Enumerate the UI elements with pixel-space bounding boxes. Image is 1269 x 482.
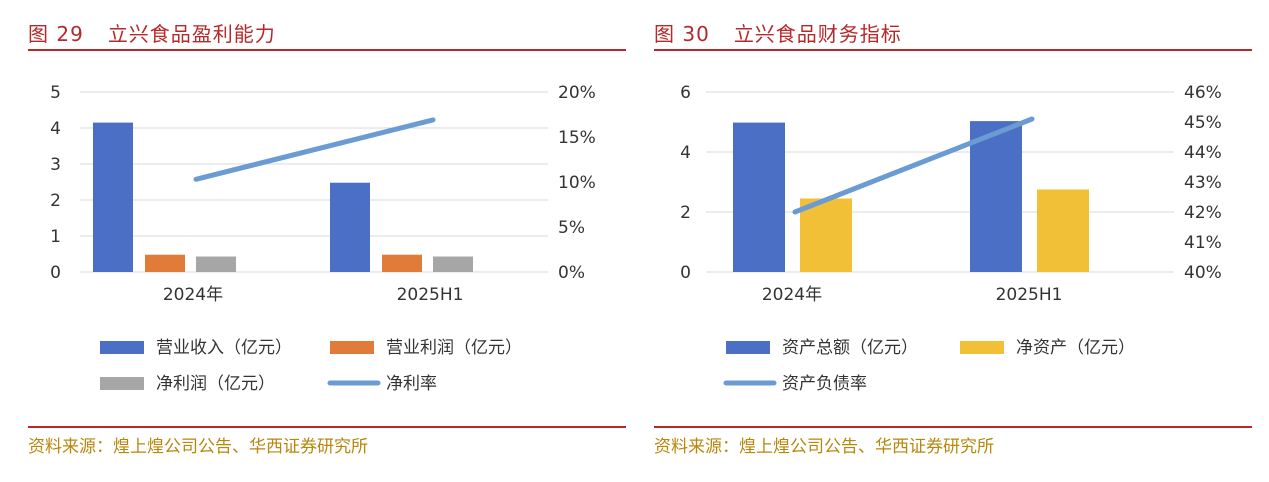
title-rule bbox=[654, 49, 1252, 51]
legend-label: 净利率 bbox=[386, 374, 437, 394]
y-left-tick-label: 4 bbox=[50, 119, 61, 139]
y-right-tick-label: 10% bbox=[558, 173, 596, 193]
y-right-tick-label: 42% bbox=[1184, 203, 1222, 223]
legend-label: 资产总额（亿元） bbox=[782, 338, 918, 358]
figure-caption: 立兴食品财务指标 bbox=[733, 22, 902, 46]
legend-label: 资产负债率 bbox=[782, 374, 867, 394]
y-right-tick-label: 46% bbox=[1184, 83, 1222, 103]
y-left-tick-label: 1 bbox=[50, 227, 61, 247]
series-line bbox=[193, 117, 436, 182]
chart-panel-financials: 图 30 立兴食品财务指标 0 2 4 6 40% 41% 42% 43% 44% 45% 46% 20… bbox=[654, 0, 1254, 482]
source-rule bbox=[28, 426, 626, 428]
chart-panel-profitability: 图 29 立兴食品盈利能力 0 1 2 3 4 5 0% 5% 10% 15% 20% 2024年 202… bbox=[28, 0, 628, 482]
legend-label: 营业收入（亿元） bbox=[156, 338, 292, 358]
y-right-tick-label: 40% bbox=[1184, 263, 1222, 283]
bar bbox=[382, 254, 422, 272]
legend-swatch bbox=[100, 341, 144, 354]
y-right-tick-label: 43% bbox=[1184, 173, 1222, 193]
legend-swatch bbox=[100, 377, 144, 390]
y-left-tick-label: 2 bbox=[50, 191, 61, 211]
bar bbox=[330, 182, 370, 272]
y-left-tick-label: 5 bbox=[50, 83, 61, 103]
figure-title: 图 29 立兴食品盈利能力 bbox=[28, 18, 276, 47]
figure-number: 图 29 bbox=[28, 22, 84, 46]
y-left-tick-label: 2 bbox=[680, 203, 691, 223]
profitability-chart: 0 1 2 3 4 5 0% 5% 10% 15% 20% 2024年 2025H1 营业收入（亿元） 营业… bbox=[50, 83, 596, 394]
x-tick-label: 2025H1 bbox=[397, 285, 464, 305]
bar bbox=[970, 121, 1022, 272]
y-left-tick-label: 0 bbox=[50, 263, 61, 283]
legend-swatch bbox=[726, 341, 770, 354]
y-right-tick-label: 20% bbox=[558, 83, 596, 103]
source-note: 资料来源：煌上煌公司公告、华西证券研究所 bbox=[28, 437, 368, 457]
financials-chart: 0 2 4 6 40% 41% 42% 43% 44% 45% 46% 2024年 2025H1 资产总额… bbox=[680, 83, 1222, 394]
bar bbox=[733, 122, 785, 272]
bar bbox=[93, 122, 133, 272]
x-tick-label: 2024年 bbox=[762, 285, 822, 305]
source-rule bbox=[654, 426, 1252, 428]
y-left-tick-label: 4 bbox=[680, 143, 691, 163]
y-right-tick-label: 5% bbox=[558, 218, 585, 238]
y-right-tick-label: 0% bbox=[558, 263, 585, 283]
legend-label: 净利润（亿元） bbox=[156, 374, 275, 394]
y-right-tick-label: 44% bbox=[1184, 143, 1222, 163]
figure-number: 图 30 bbox=[654, 22, 710, 46]
legend-swatch bbox=[960, 341, 1004, 354]
figure-title: 图 30 立兴食品财务指标 bbox=[654, 18, 902, 47]
source-note: 资料来源：煌上煌公司公告、华西证券研究所 bbox=[654, 437, 994, 457]
y-left-tick-label: 0 bbox=[680, 263, 691, 283]
legend-swatch bbox=[330, 341, 374, 354]
title-rule bbox=[28, 49, 626, 51]
bar bbox=[1037, 189, 1089, 272]
legend-label: 净资产（亿元） bbox=[1016, 338, 1135, 358]
bar bbox=[196, 256, 236, 272]
series-line bbox=[792, 116, 1035, 215]
y-right-tick-label: 41% bbox=[1184, 233, 1222, 253]
y-left-tick-label: 3 bbox=[50, 155, 61, 175]
bar bbox=[433, 256, 473, 272]
legend-label: 营业利润（亿元） bbox=[386, 338, 522, 358]
y-left-tick-label: 6 bbox=[680, 83, 691, 103]
x-tick-label: 2024年 bbox=[163, 285, 223, 305]
y-right-tick-label: 45% bbox=[1184, 113, 1222, 133]
bar bbox=[145, 254, 185, 272]
x-tick-label: 2025H1 bbox=[996, 285, 1063, 305]
figure-caption: 立兴食品盈利能力 bbox=[107, 22, 276, 46]
bar bbox=[800, 198, 852, 272]
y-right-tick-label: 15% bbox=[558, 128, 596, 148]
